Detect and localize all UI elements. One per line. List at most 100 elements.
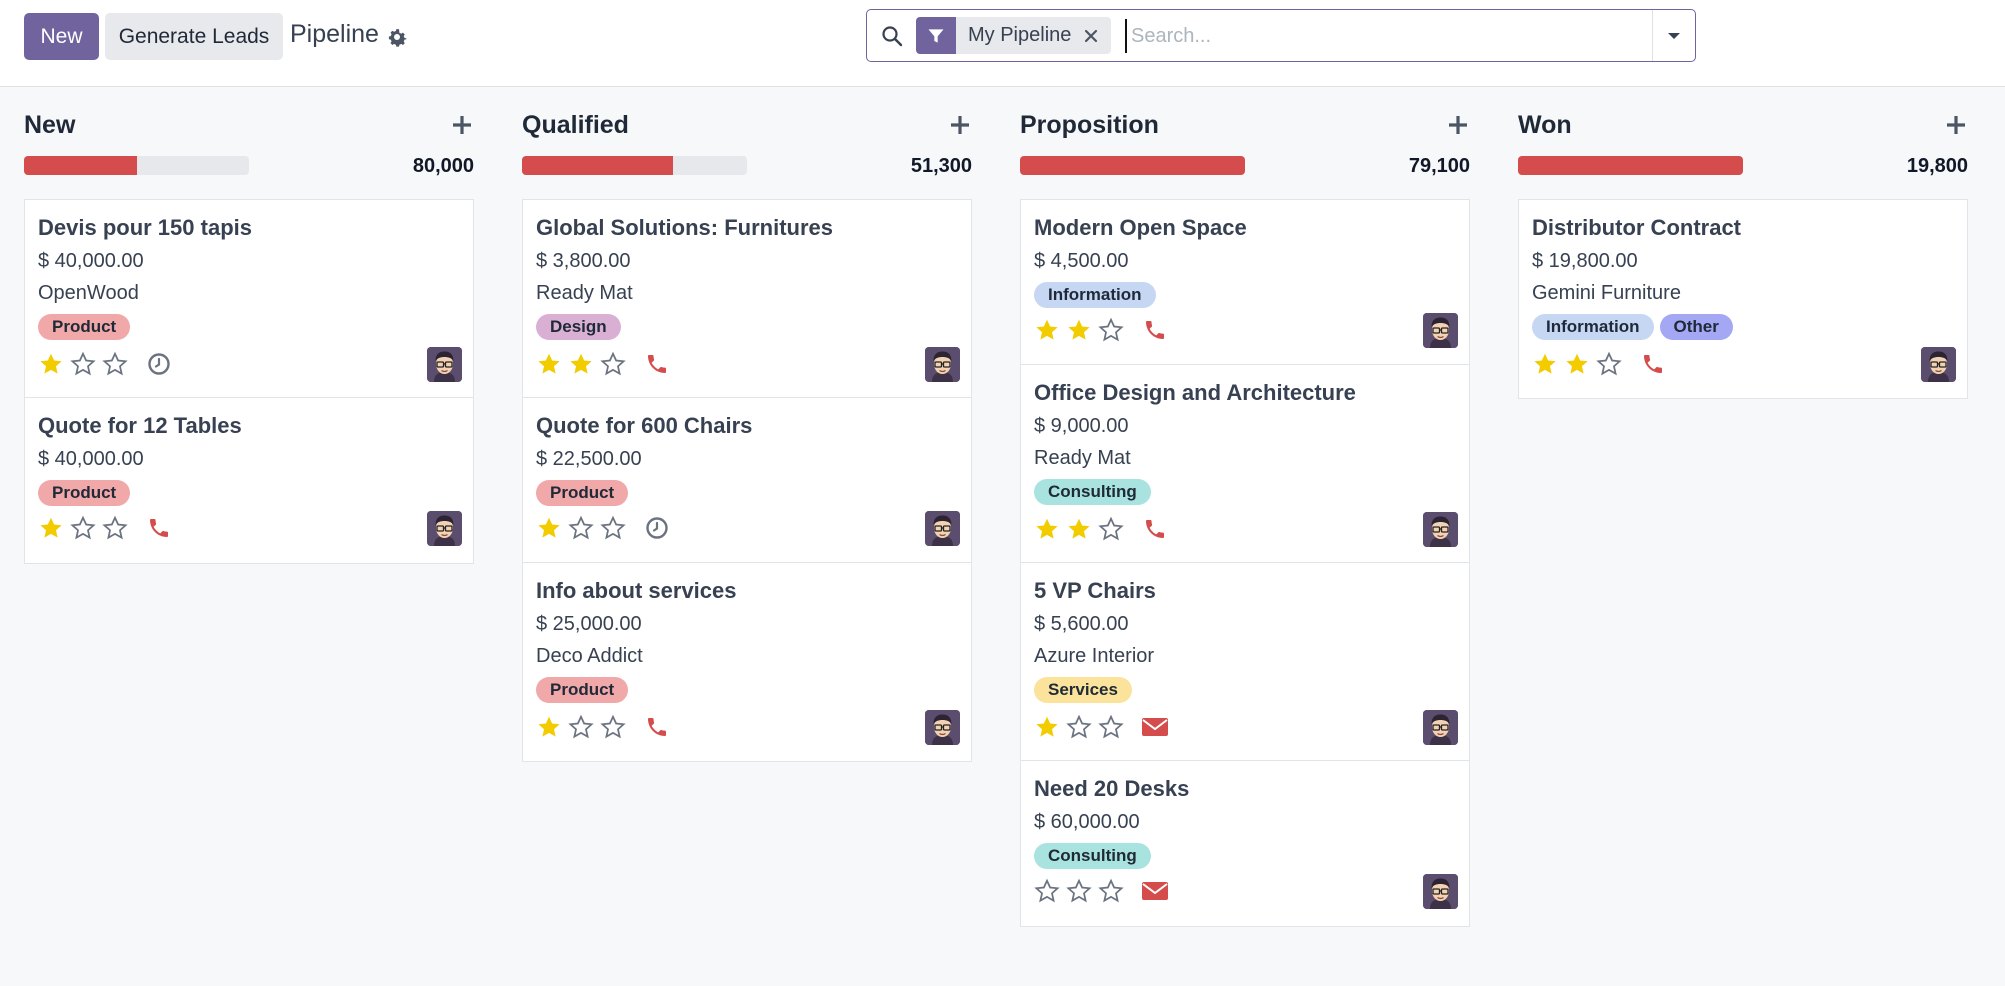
kanban-card[interactable]: Need 20 Desks $ 60,000.00 Consulting (1021, 761, 1469, 926)
card-company: OpenWood (38, 282, 139, 304)
plus-icon[interactable] (948, 113, 972, 137)
plus-icon[interactable] (1944, 113, 1968, 137)
star-icon[interactable] (1529, 350, 1561, 378)
card-footer (533, 514, 671, 542)
kanban-card[interactable]: Devis pour 150 tapis $ 40,000.00 OpenWood P… (25, 200, 473, 398)
star-icon[interactable] (1063, 713, 1095, 741)
column-progress-bar[interactable] (1020, 156, 1245, 175)
card-title: 5 VP Chairs (1034, 578, 1156, 603)
phone-icon[interactable] (643, 350, 671, 378)
avatar[interactable] (925, 511, 960, 546)
star-icon[interactable] (35, 514, 67, 542)
envelope-icon[interactable] (1141, 877, 1169, 905)
card-title: Modern Open Space (1034, 215, 1247, 240)
star-icon[interactable] (1095, 515, 1127, 543)
phone-icon[interactable] (643, 713, 671, 741)
tag-badge: Information (1532, 314, 1654, 340)
column-title[interactable]: Proposition (1020, 111, 1159, 139)
kanban-card[interactable]: Quote for 600 Chairs $ 22,500.00 Product (523, 398, 971, 563)
avatar[interactable] (925, 710, 960, 745)
column-title[interactable]: Qualified (522, 111, 629, 139)
column-progress-bar[interactable] (1518, 156, 1743, 175)
kanban-card[interactable]: Global Solutions: Furnitures $ 3,800.00 Re… (523, 200, 971, 398)
card-amount: $ 5,600.00 (1034, 613, 1129, 635)
star-icon[interactable] (35, 350, 67, 378)
envelope-icon[interactable] (1141, 713, 1169, 741)
star-icon[interactable] (533, 350, 565, 378)
column-progress-bar[interactable] (522, 156, 747, 175)
column-title[interactable]: New (24, 111, 76, 139)
column-header: New 80,000 (24, 87, 474, 199)
facet-label: My Pipeline (956, 17, 1084, 54)
kanban-card[interactable]: Distributor Contract $ 19,800.00 Gemini Fu… (1519, 200, 1967, 398)
star-icon[interactable] (67, 514, 99, 542)
column-title[interactable]: Won (1518, 111, 1572, 139)
star-icon[interactable] (1063, 515, 1095, 543)
star-icon[interactable] (1561, 350, 1593, 378)
avatar[interactable] (427, 347, 462, 382)
clock-icon[interactable] (643, 514, 671, 542)
kanban-card[interactable]: 5 VP Chairs $ 5,600.00 Azure Interior Servi… (1021, 563, 1469, 761)
phone-icon[interactable] (1141, 316, 1169, 344)
kanban-card[interactable]: Modern Open Space $ 4,500.00 Information (1021, 200, 1469, 365)
phone-icon[interactable] (1639, 350, 1667, 378)
column-total: 79,100 (1408, 155, 1470, 177)
phone-icon[interactable] (145, 514, 173, 542)
phone-icon[interactable] (1141, 515, 1169, 543)
clock-icon[interactable] (145, 350, 173, 378)
search-bar: My Pipeline (866, 9, 1696, 62)
kanban-column-new: New 80,000 Devis pour 150 tapis $ 40,000.00… (24, 87, 474, 564)
star-icon[interactable] (99, 350, 131, 378)
star-icon[interactable] (1031, 515, 1063, 543)
star-icon[interactable] (1095, 877, 1127, 905)
avatar[interactable] (1423, 512, 1458, 547)
card-footer (1031, 316, 1169, 344)
star-icon[interactable] (1095, 316, 1127, 344)
tag-list: Product (38, 480, 131, 506)
avatar[interactable] (427, 511, 462, 546)
close-icon[interactable] (1083, 17, 1112, 54)
star-icon[interactable] (565, 350, 597, 378)
avatar[interactable] (925, 347, 960, 382)
star-icon[interactable] (99, 514, 131, 542)
star-icon[interactable] (1031, 713, 1063, 741)
star-icon[interactable] (533, 713, 565, 741)
star-icon[interactable] (597, 514, 629, 542)
kanban-card[interactable]: Info about services $ 25,000.00 Deco Addic… (523, 563, 971, 761)
search-input[interactable] (1125, 19, 1655, 53)
card-company: Deco Addict (536, 645, 643, 667)
tag-badge: Design (536, 314, 621, 340)
star-icon[interactable] (67, 350, 99, 378)
column-progress-bar[interactable] (24, 156, 249, 175)
kanban-card[interactable]: Quote for 12 Tables $ 40,000.00 Product (25, 398, 473, 563)
star-icon[interactable] (1063, 316, 1095, 344)
generate-leads-button[interactable]: Generate Leads (105, 13, 283, 60)
tag-list: Services (1034, 677, 1132, 703)
star-icon[interactable] (533, 514, 565, 542)
card-company: Azure Interior (1034, 645, 1155, 667)
avatar[interactable] (1921, 347, 1956, 382)
plus-icon[interactable] (450, 113, 474, 137)
star-icon[interactable] (597, 713, 629, 741)
star-icon[interactable] (1063, 877, 1095, 905)
new-button[interactable]: New (24, 13, 99, 60)
tag-list: Product (536, 677, 629, 703)
star-icon[interactable] (1031, 877, 1063, 905)
star-icon[interactable] (1031, 316, 1063, 344)
avatar[interactable] (1423, 710, 1458, 745)
star-icon[interactable] (565, 713, 597, 741)
plus-icon[interactable] (1446, 113, 1470, 137)
star-icon[interactable] (597, 350, 629, 378)
gear-icon[interactable] (385, 25, 409, 49)
card-company: Gemini Furniture (1532, 282, 1681, 304)
star-icon[interactable] (1095, 713, 1127, 741)
avatar[interactable] (1423, 313, 1458, 348)
star-icon[interactable] (1593, 350, 1625, 378)
star-icon[interactable] (565, 514, 597, 542)
avatar[interactable] (1423, 874, 1458, 909)
kanban-card[interactable]: Office Design and Architecture $ 9,000.00… (1021, 365, 1469, 563)
column-header: Proposition 79,100 (1020, 87, 1470, 199)
chevron-down-icon[interactable] (1652, 10, 1695, 61)
search-icon[interactable] (880, 24, 904, 48)
tag-list: Product (536, 480, 629, 506)
